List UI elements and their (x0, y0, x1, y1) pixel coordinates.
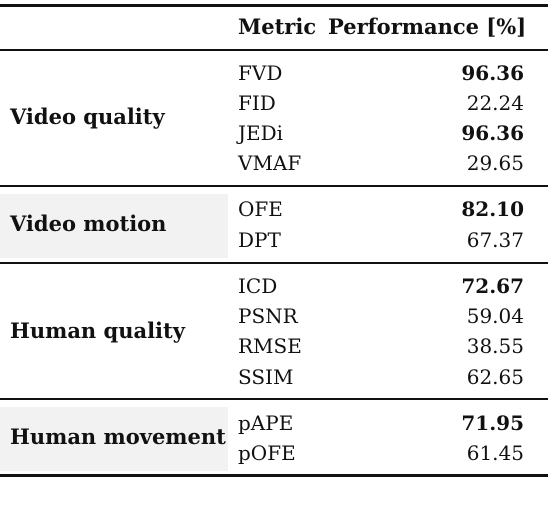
metric-name: PSNR (238, 304, 298, 328)
metric-name: DPT (238, 228, 281, 252)
metric-name: OFE (238, 197, 283, 221)
metric-value: 72.67 (461, 274, 524, 298)
metric-value: 59.04 (466, 304, 524, 328)
metric-value: 29.65 (466, 151, 524, 175)
metric-value: 96.36 (461, 121, 524, 145)
metric-name: VMAF (238, 151, 302, 175)
group-divider (0, 185, 548, 187)
metric-value: 38.55 (466, 334, 524, 358)
column-header-metric: Metric (238, 14, 317, 39)
metric-name: FID (238, 91, 276, 115)
metric-value: 82.10 (461, 197, 524, 221)
group-label-human-movement: Human movement (10, 424, 226, 449)
bottom-rule (0, 474, 548, 477)
group-label-video-quality: Video quality (10, 104, 165, 129)
metric-name: ICD (238, 274, 278, 298)
metric-name: pAPE (238, 411, 294, 435)
column-header-performance: Performance [%] (328, 14, 527, 39)
metric-value: 62.65 (466, 365, 524, 389)
metric-name: SSIM (238, 365, 294, 389)
metric-name: FVD (238, 61, 283, 85)
metric-value: 22.24 (466, 91, 524, 115)
metric-name: pOFE (238, 441, 296, 465)
group-divider (0, 398, 548, 400)
group-shade-human-movement (0, 407, 228, 471)
group-label-human-quality: Human quality (10, 318, 185, 343)
metric-name: JEDi (238, 121, 284, 145)
metric-value: 96.36 (461, 61, 524, 85)
header-rule (0, 49, 548, 51)
metric-value: 71.95 (461, 411, 524, 435)
group-label-video-motion: Video motion (10, 211, 167, 236)
group-divider (0, 262, 548, 264)
group-shade-video-motion (0, 194, 228, 258)
metric-name: RMSE (238, 334, 302, 358)
top-rule (0, 4, 548, 7)
metric-value: 61.45 (466, 441, 524, 465)
metric-value: 67.37 (466, 228, 524, 252)
